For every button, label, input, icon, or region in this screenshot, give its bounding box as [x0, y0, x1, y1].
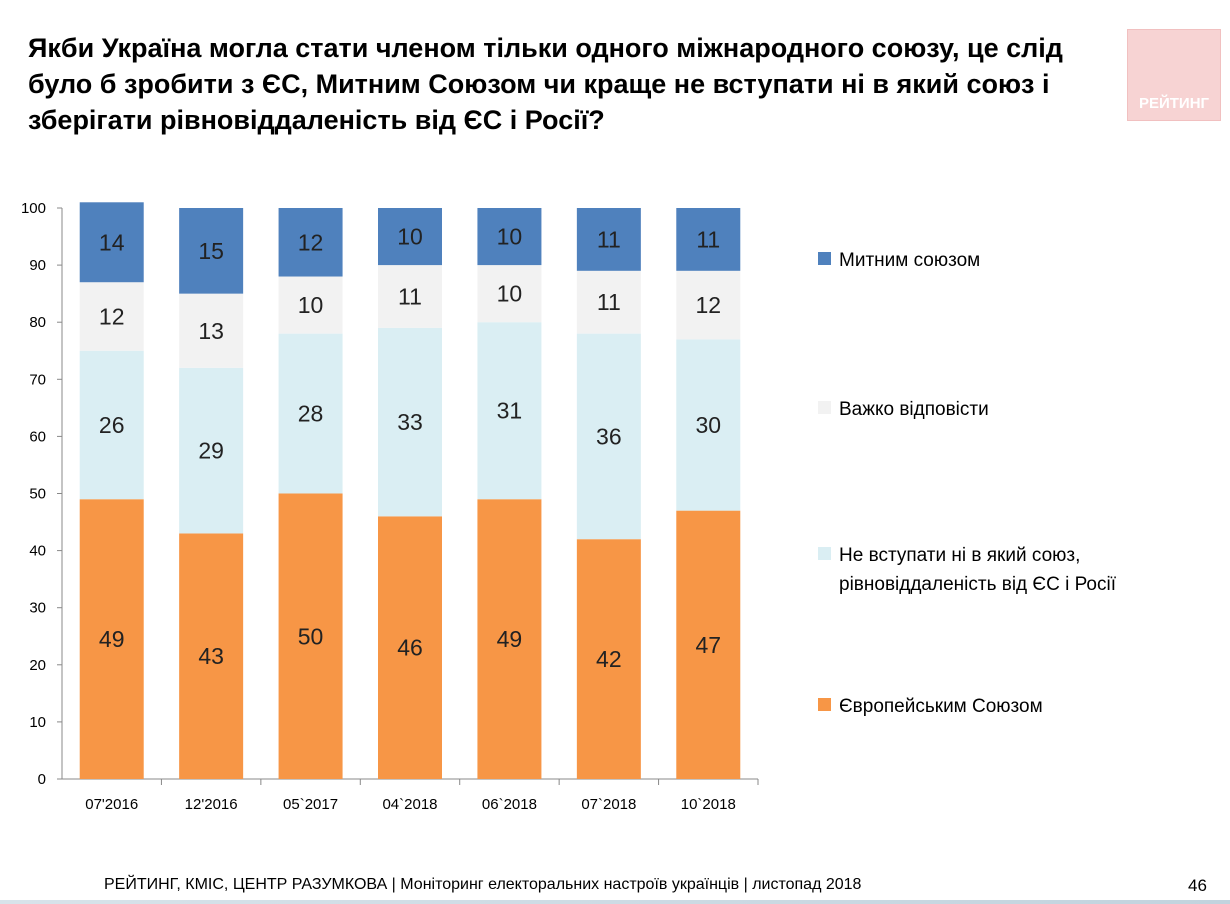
y-tick-label: 80: [29, 314, 46, 331]
bar-segment-hard: [576, 270, 641, 334]
data-label: 43: [198, 643, 224, 669]
x-tick-label: 07`2018: [581, 796, 636, 813]
chart-title: Якби Україна могла стати членом тільки о…: [28, 33, 1063, 135]
x-tick-label: 06`2018: [482, 796, 537, 813]
legend-swatch-eu: [818, 698, 831, 711]
footer-source: РЕЙТИНГ, КМІС, ЦЕНТР РАЗУМКОВА | Монітор…: [104, 876, 862, 893]
bar-segment-neutral: [676, 339, 741, 511]
bar-segment-neutral: [79, 350, 144, 500]
legend-label-eu: Європейським Союзом: [839, 696, 1043, 717]
data-label: 29: [198, 438, 224, 464]
bar-segment-eu: [179, 533, 244, 779]
bar-segment-customs: [576, 208, 641, 271]
data-label: 28: [298, 401, 324, 427]
data-label: 13: [198, 318, 224, 344]
bar-segment-customs: [278, 208, 343, 277]
data-label: 42: [596, 646, 622, 672]
legend-label-customs: Митним союзом: [839, 250, 980, 271]
data-label: 11: [597, 289, 621, 315]
bar-segment-customs: [179, 208, 244, 294]
y-tick-label: 70: [29, 371, 46, 388]
data-label: 12: [695, 292, 721, 318]
legend-label-neutral: рівновіддаленість від ЄС і Росії: [839, 574, 1117, 595]
bar-segment-hard: [378, 265, 442, 328]
y-tick-label: 50: [29, 486, 46, 503]
data-label: 49: [497, 626, 523, 652]
x-tick-label: 05`2017: [283, 796, 338, 813]
legend-label-neutral: Не вступати ні в який союз,: [839, 545, 1080, 566]
bar-segment-customs: [477, 208, 542, 266]
data-label: 30: [695, 412, 721, 438]
data-label: 12: [298, 229, 324, 255]
bar-segment-hard: [477, 265, 542, 323]
data-label: 31: [497, 398, 523, 424]
data-label: 11: [398, 284, 422, 310]
y-tick-label: 20: [29, 657, 46, 674]
data-label: 10: [497, 224, 523, 250]
data-label: 12: [99, 303, 125, 329]
bar-segment-eu: [378, 516, 442, 779]
bar-segment-eu: [576, 539, 641, 779]
y-tick-label: 90: [29, 257, 46, 274]
data-label: 11: [696, 226, 720, 252]
data-label: 47: [695, 632, 721, 658]
logo-text: РЕЙТИНГ: [1138, 95, 1210, 112]
bar-segment-hard: [676, 270, 741, 340]
data-label: 10: [497, 281, 523, 307]
x-tick-label: 04`2018: [382, 796, 437, 813]
bar-segment-customs: [79, 202, 144, 283]
legend-label-hard: Важко відповісти: [839, 399, 989, 420]
legend-swatch-customs: [818, 252, 831, 265]
bar-segment-customs: [676, 208, 741, 271]
bar-segment-customs: [378, 208, 442, 266]
data-label: 14: [99, 229, 125, 255]
data-label: 10: [397, 224, 423, 250]
bar-segment-eu: [278, 493, 343, 779]
bar-segment-neutral: [278, 333, 343, 494]
bar-segment-neutral: [378, 327, 442, 517]
bar-segment-eu: [676, 510, 741, 779]
bar-segment-hard: [278, 276, 343, 334]
data-label: 15: [198, 238, 224, 264]
bar-segment-neutral: [576, 333, 641, 540]
bar-segment-hard: [179, 293, 244, 368]
bar-segment-neutral: [179, 367, 244, 534]
data-label: 50: [298, 623, 324, 649]
legend-swatch-neutral: [818, 547, 831, 560]
bar-segment-hard: [79, 282, 144, 351]
data-label: 49: [99, 626, 125, 652]
rating-logo: РЕЙТИНГ: [1127, 29, 1221, 121]
data-label: 36: [596, 423, 622, 449]
bar-segment-eu: [477, 499, 542, 779]
x-tick-label: 12'2016: [185, 796, 238, 813]
data-label: 46: [397, 635, 423, 661]
data-label: 26: [99, 412, 125, 438]
y-tick-label: 10: [29, 714, 46, 731]
x-tick-label: 10`2018: [681, 796, 736, 813]
bottom-divider: [0, 900, 1230, 904]
data-label: 33: [397, 409, 423, 435]
y-tick-label: 100: [21, 200, 46, 217]
bar-segment-neutral: [477, 322, 542, 500]
page-number: 46: [1188, 876, 1207, 895]
data-label: 11: [597, 226, 621, 252]
y-tick-label: 0: [38, 771, 46, 788]
legend-swatch-hard: [818, 401, 831, 414]
y-tick-label: 60: [29, 428, 46, 445]
x-tick-label: 07'2016: [85, 796, 138, 813]
y-tick-label: 40: [29, 543, 46, 560]
bar-segment-eu: [79, 499, 144, 779]
y-tick-label: 30: [29, 600, 46, 617]
data-label: 10: [298, 292, 324, 318]
